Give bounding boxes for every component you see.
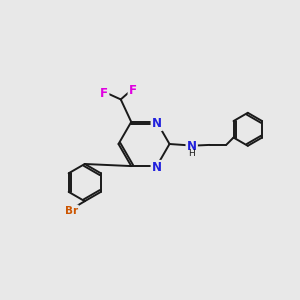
Text: F: F	[129, 84, 137, 97]
Text: N: N	[152, 161, 162, 174]
Text: Br: Br	[65, 206, 78, 216]
Text: F: F	[100, 87, 108, 100]
Text: N: N	[152, 117, 162, 130]
Text: N: N	[187, 140, 197, 154]
Text: H: H	[188, 149, 195, 158]
